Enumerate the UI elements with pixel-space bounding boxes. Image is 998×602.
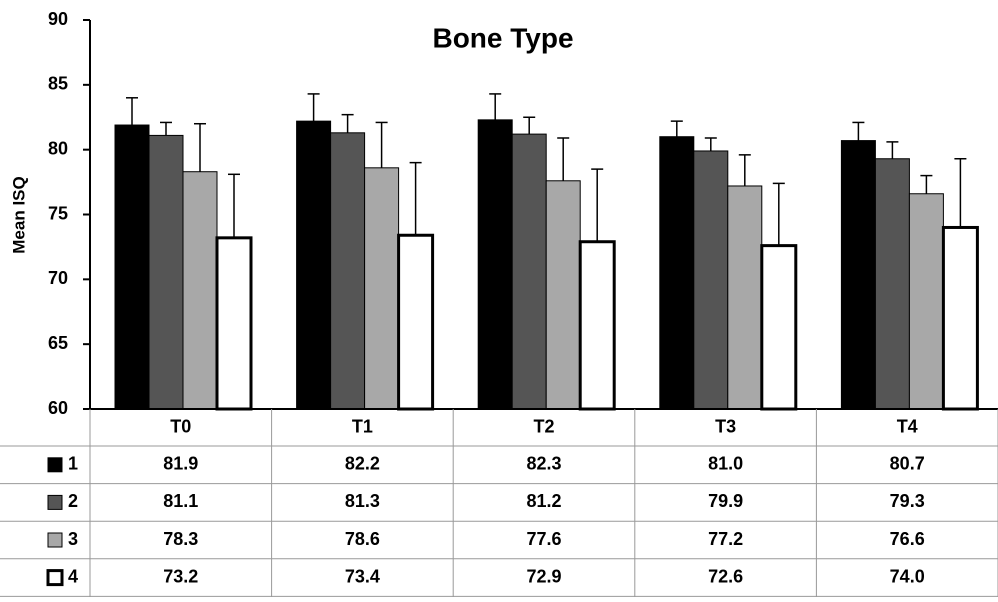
bar [727, 185, 763, 410]
bar [148, 134, 184, 410]
bar [545, 180, 581, 410]
bar [182, 171, 218, 410]
legend-swatch [47, 457, 63, 473]
table-value: 81.2 [526, 491, 561, 511]
bar [941, 225, 979, 411]
table-value: 81.3 [345, 491, 380, 511]
table-value: 74.0 [890, 566, 925, 586]
table-value: 78.6 [345, 529, 380, 549]
table-value: 79.9 [708, 491, 743, 511]
legend-label: 3 [68, 529, 78, 549]
table-value: 82.2 [345, 454, 380, 474]
table-value: 81.0 [708, 454, 743, 474]
table-value: 80.7 [890, 454, 925, 474]
table-value: 72.9 [526, 566, 561, 586]
x-tick-label: T1 [352, 416, 373, 436]
bar [397, 233, 435, 411]
legend-label: 4 [68, 566, 78, 586]
y-axis-label: Mean ISQ [9, 176, 28, 253]
bar [760, 244, 798, 411]
table-value: 78.3 [163, 529, 198, 549]
table-value: 81.9 [163, 454, 198, 474]
x-tick-label: T2 [533, 416, 554, 436]
legend-swatch [46, 569, 64, 587]
table-value: 77.6 [526, 529, 561, 549]
bar [215, 236, 253, 411]
bar [840, 140, 876, 410]
y-tick-label: 65 [48, 333, 68, 353]
bar [477, 119, 513, 410]
table-value: 73.2 [163, 566, 198, 586]
y-tick-label: 90 [48, 9, 68, 29]
y-tick-label: 60 [48, 398, 68, 418]
legend-label: 2 [68, 491, 78, 511]
table-value: 81.1 [163, 491, 198, 511]
bar [693, 150, 729, 410]
bar [578, 240, 616, 411]
bar [874, 158, 910, 410]
y-tick-label: 75 [48, 203, 68, 223]
bar [908, 193, 944, 410]
table-value: 73.4 [345, 566, 380, 586]
legend-label: 1 [68, 454, 78, 474]
table-value: 76.6 [890, 529, 925, 549]
table-value: 82.3 [526, 454, 561, 474]
table-value: 72.6 [708, 566, 743, 586]
legend-swatch [47, 494, 63, 510]
legend-swatch [47, 532, 63, 548]
bar [511, 133, 547, 410]
chart-title: Bone Type [432, 22, 573, 53]
x-tick-label: T0 [170, 416, 191, 436]
y-tick-label: 85 [48, 74, 68, 94]
bar [296, 120, 332, 410]
y-tick-label: 80 [48, 138, 68, 158]
bar [114, 124, 150, 410]
bar [330, 132, 366, 410]
table-value: 79.3 [890, 491, 925, 511]
x-tick-label: T4 [897, 416, 918, 436]
bar [364, 167, 400, 410]
bar [659, 136, 695, 410]
table-value: 77.2 [708, 529, 743, 549]
y-tick-label: 70 [48, 268, 68, 288]
x-tick-label: T3 [715, 416, 736, 436]
